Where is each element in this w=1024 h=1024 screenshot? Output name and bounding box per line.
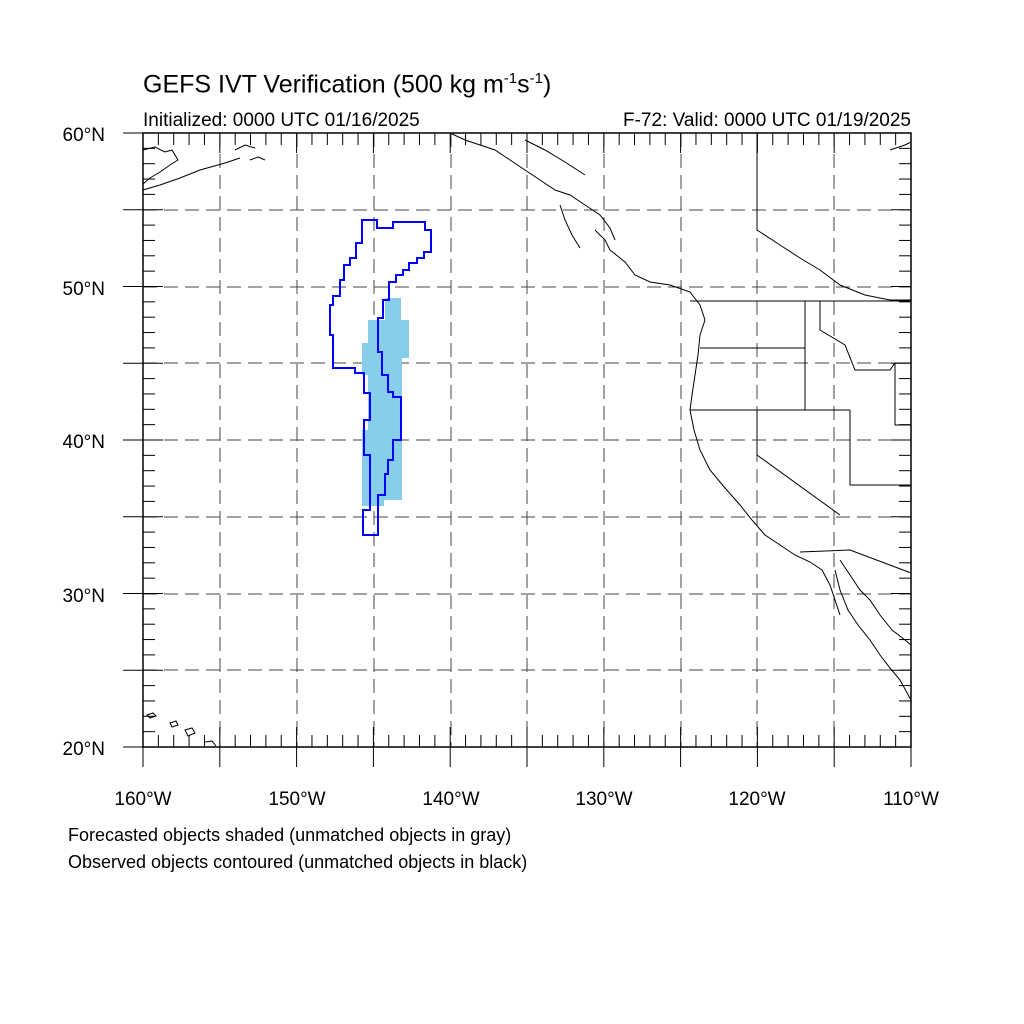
lon-label-160w: 160°W: [114, 789, 171, 810]
observed-caption: Observed objects contoured (unmatched ob…: [68, 852, 528, 872]
initialized-time: Initialized: 0000 UTC 01/16/2025: [143, 110, 420, 131]
lat-label-40: 40°N: [63, 432, 105, 453]
lat-label-20: 20°N: [63, 739, 105, 760]
forecast-block-south: [362, 430, 384, 506]
lat-labels: 60°N 50°N 40°N 30°N 20°N: [63, 125, 105, 760]
lon-labels: 160°W 150°W 140°W 130°W 120°W 110°W: [114, 789, 939, 810]
forecast-block-west: [362, 343, 370, 375]
valid-time: F-72: Valid: 0000 UTC 01/19/2025: [623, 110, 911, 131]
lon-label-150w: 150°W: [268, 789, 325, 810]
forecast-block-top: [385, 298, 401, 328]
lon-label-140w: 140°W: [422, 789, 479, 810]
map-title: GEFS IVT Verification (500 kg m-1s-1): [143, 70, 552, 99]
lat-label-50: 50°N: [63, 279, 105, 300]
lon-label-130w: 130°W: [575, 789, 632, 810]
map-frame: [142, 132, 912, 748]
lat-label-30: 30°N: [63, 586, 105, 607]
lon-label-120w: 120°W: [728, 789, 785, 810]
forecast-object: [362, 298, 409, 506]
forecast-block-east: [400, 320, 409, 358]
observed-contour: [329, 219, 432, 536]
forecast-caption: Forecasted objects shaded (unmatched obj…: [68, 825, 512, 845]
tick-marks: [123, 132, 912, 767]
grid-lines: [143, 133, 911, 747]
lat-label-60: 60°N: [63, 125, 105, 146]
lon-label-110w: 110°W: [883, 789, 939, 810]
